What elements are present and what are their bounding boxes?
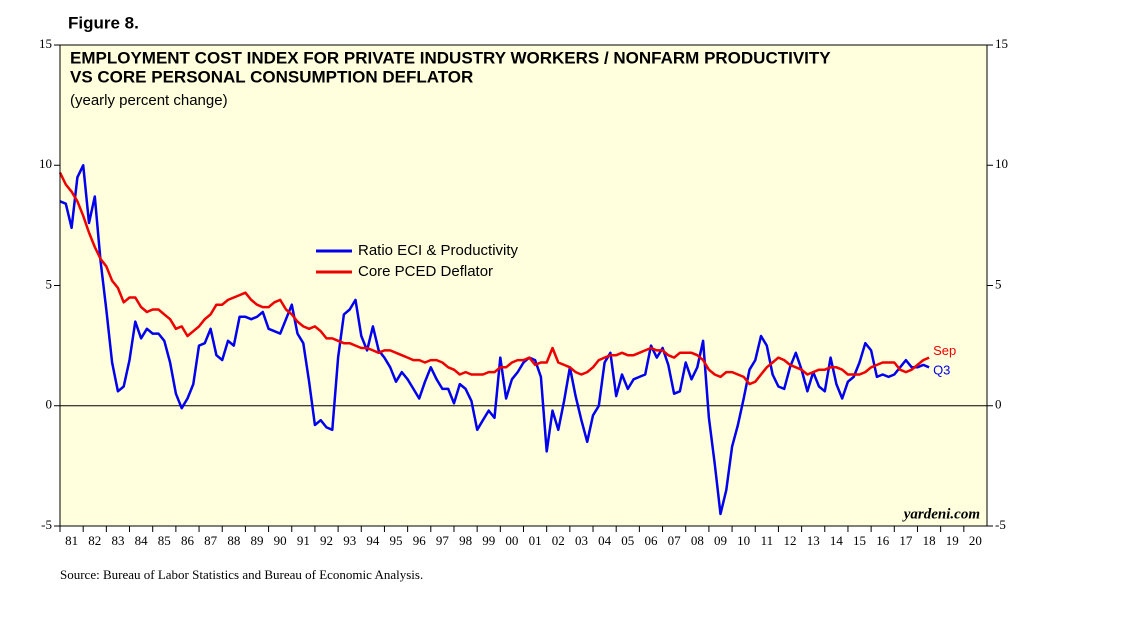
series-line bbox=[59, 164, 930, 516]
x-tick-label: 07 bbox=[668, 533, 682, 548]
figure-label: Figure 8. bbox=[68, 13, 139, 32]
end-label: Sep bbox=[933, 343, 956, 358]
x-tick-label: 20 bbox=[969, 533, 982, 548]
x-tick-label: 87 bbox=[204, 533, 218, 548]
watermark: yardeni.com bbox=[902, 506, 980, 522]
source-note: Source: Bureau of Labor Statistics and B… bbox=[60, 567, 423, 582]
end-label: Q3 bbox=[933, 363, 950, 378]
y-tick-label: 10 bbox=[995, 156, 1008, 171]
x-tick-label: 81 bbox=[65, 533, 78, 548]
series-line bbox=[58, 171, 930, 386]
x-tick-label: 92 bbox=[320, 533, 333, 548]
x-tick-label: 89 bbox=[250, 533, 263, 548]
x-tick-label: 83 bbox=[111, 533, 124, 548]
y-tick-label: -5 bbox=[41, 517, 52, 532]
x-tick-label: 84 bbox=[135, 533, 149, 548]
x-tick-label: 82 bbox=[88, 533, 101, 548]
y-tick-label: 15 bbox=[39, 36, 52, 51]
x-tick-label: 06 bbox=[644, 533, 658, 548]
plot-border bbox=[59, 44, 988, 527]
plot-background bbox=[60, 45, 987, 526]
x-tick-label: 14 bbox=[830, 533, 844, 548]
x-tick-label: 98 bbox=[459, 533, 472, 548]
x-tick-label: 08 bbox=[691, 533, 704, 548]
x-tick-label: 03 bbox=[575, 533, 588, 548]
y-tick-label: 15 bbox=[995, 36, 1008, 51]
x-tick-label: 11 bbox=[761, 533, 774, 548]
x-tick-label: 86 bbox=[181, 533, 195, 548]
x-tick-label: 05 bbox=[621, 533, 634, 548]
x-tick-label: 01 bbox=[529, 533, 542, 548]
legend-label: Ratio ECI & Productivity bbox=[358, 242, 519, 259]
x-tick-label: 16 bbox=[876, 533, 890, 548]
x-tick-label: 93 bbox=[343, 533, 356, 548]
x-tick-label: 88 bbox=[227, 533, 240, 548]
x-tick-label: 00 bbox=[505, 533, 518, 548]
chart-subtitle: (yearly percent change) bbox=[70, 92, 228, 109]
x-tick-label: 12 bbox=[784, 533, 797, 548]
x-tick-label: 18 bbox=[923, 533, 936, 548]
x-tick-label: 91 bbox=[297, 533, 310, 548]
x-tick-label: 99 bbox=[482, 533, 495, 548]
x-tick-label: 04 bbox=[598, 533, 612, 548]
x-tick-label: 09 bbox=[714, 533, 727, 548]
y-tick-label: 0 bbox=[995, 397, 1002, 412]
x-tick-label: 10 bbox=[737, 533, 750, 548]
x-tick-label: 17 bbox=[899, 533, 913, 548]
x-tick-label: 13 bbox=[807, 533, 820, 548]
x-tick-label: 90 bbox=[274, 533, 287, 548]
y-tick-label: 5 bbox=[46, 276, 53, 291]
legend-label: Core PCED Deflator bbox=[358, 263, 493, 280]
chart-title: VS CORE PERSONAL CONSUMPTION DEFLATOR bbox=[70, 67, 473, 86]
x-tick-label: 02 bbox=[552, 533, 565, 548]
y-tick-label: 0 bbox=[46, 397, 53, 412]
chart-title: EMPLOYMENT COST INDEX FOR PRIVATE INDUST… bbox=[70, 48, 831, 67]
x-tick-label: 96 bbox=[413, 533, 427, 548]
x-tick-label: 15 bbox=[853, 533, 866, 548]
x-tick-label: 85 bbox=[158, 533, 171, 548]
x-tick-label: 94 bbox=[366, 533, 380, 548]
x-tick-label: 95 bbox=[390, 533, 403, 548]
y-tick-label: 10 bbox=[39, 156, 52, 171]
x-tick-label: 97 bbox=[436, 533, 450, 548]
y-tick-label: -5 bbox=[995, 517, 1006, 532]
y-tick-label: 5 bbox=[995, 276, 1002, 291]
x-tick-label: 19 bbox=[946, 533, 959, 548]
